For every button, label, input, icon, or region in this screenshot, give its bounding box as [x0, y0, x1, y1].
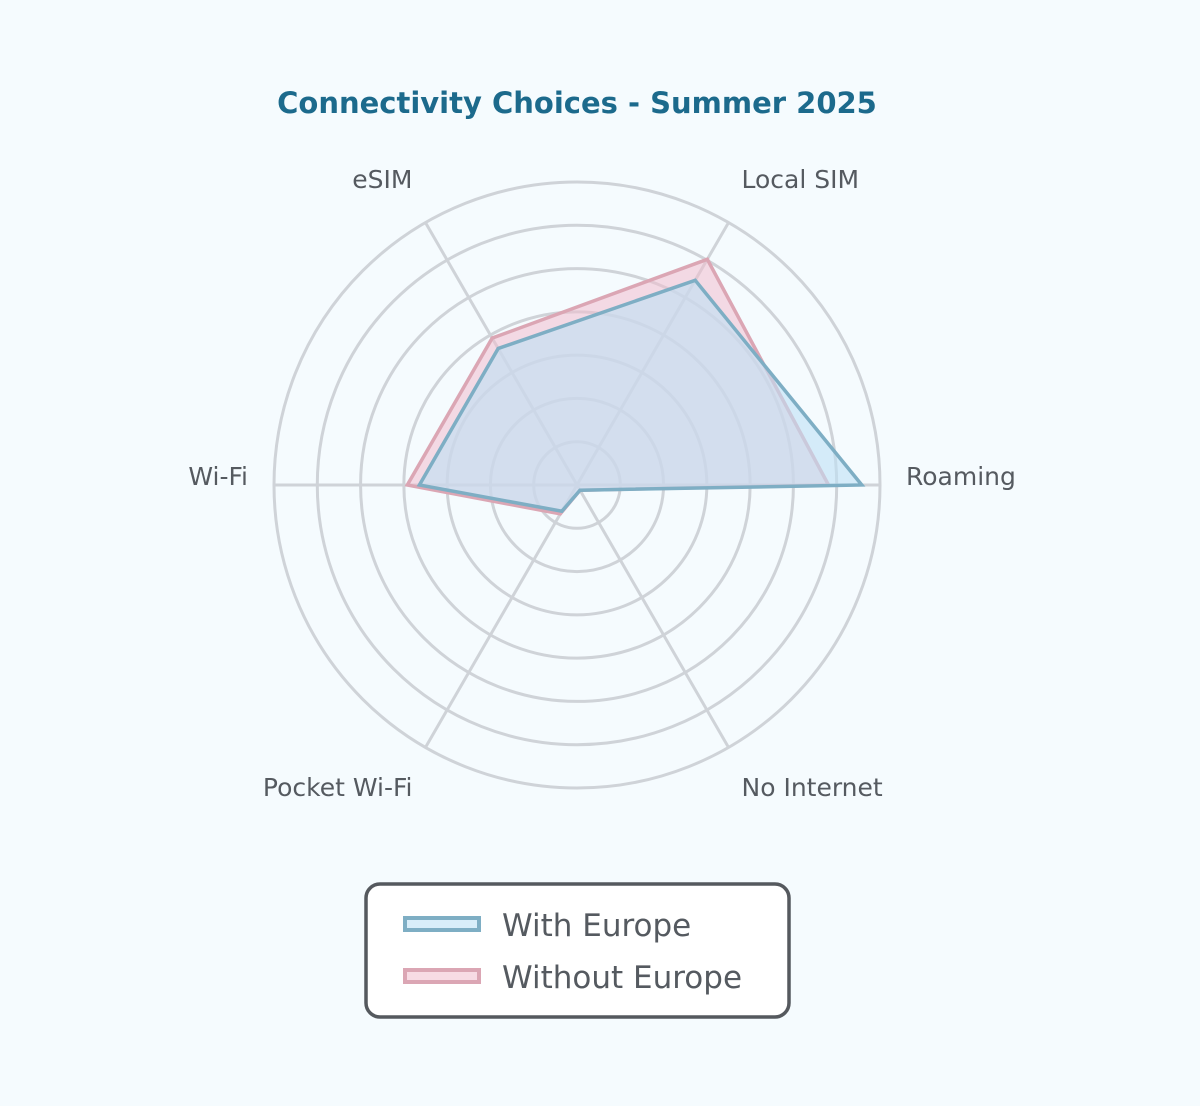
axis-labels: Roaming Local SIM eSIM Wi-Fi Pocket Wi-Fi No … — [188, 165, 1016, 802]
axis-label-no-internet: No Internet — [742, 773, 883, 802]
legend-label-with-europe[interactable]: With Europe — [502, 908, 691, 944]
legend-label-without-europe[interactable]: Without Europe — [502, 960, 742, 996]
data-point-with-europe-esim[interactable] — [496, 347, 500, 351]
spoke-pocket-wi-fi — [424, 484, 579, 749]
series-area-with-europe[interactable] — [416, 278, 866, 514]
legend-swatch-with-europe — [403, 916, 481, 932]
legend-swatch-without-europe — [403, 968, 481, 984]
data-point-without-europe-pocket-wi-fi[interactable] — [558, 512, 562, 516]
axis-label-pocket-wi-fi: Pocket Wi-Fi — [263, 773, 413, 802]
axis-label-wi-fi: Wi-Fi — [188, 462, 248, 491]
data-point-without-europe-local-sim[interactable] — [705, 257, 709, 261]
data-point-without-europe-esim[interactable] — [490, 336, 494, 340]
data-point-with-europe-local-sim[interactable] — [693, 278, 697, 282]
legend: With Europe Without Europe — [364, 882, 791, 1019]
data-point-with-europe-no-internet[interactable] — [578, 488, 582, 492]
axis-label-roaming: Roaming — [906, 462, 1016, 491]
data-point-without-europe-wi-fi[interactable] — [405, 483, 409, 487]
data-point-with-europe-pocket-wi-fi[interactable] — [560, 509, 564, 513]
data-point-with-europe-roaming[interactable] — [860, 483, 864, 487]
data-point-with-europe-wi-fi[interactable] — [417, 483, 421, 487]
chart-title: Connectivity Choices - Summer 2025 — [277, 86, 877, 120]
radar-series — [404, 257, 866, 516]
axis-label-local-sim: Local SIM — [742, 165, 860, 194]
legend-box — [364, 882, 791, 1019]
spoke-no-internet — [575, 484, 730, 749]
axis-label-esim: eSIM — [352, 165, 412, 194]
